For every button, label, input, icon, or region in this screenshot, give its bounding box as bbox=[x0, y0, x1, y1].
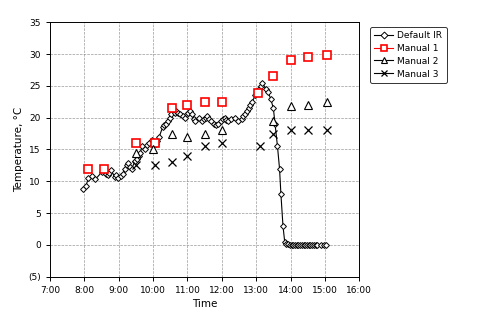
Manual 3 bbox=[305, 128, 311, 132]
X-axis label: Time: Time bbox=[192, 299, 217, 309]
Manual 1 bbox=[270, 74, 276, 78]
Line: Manual 1: Manual 1 bbox=[84, 52, 330, 172]
Manual 2 bbox=[150, 148, 156, 151]
Line: Manual 3: Manual 3 bbox=[132, 127, 330, 169]
Default IR bbox=[323, 243, 329, 247]
Manual 3 bbox=[270, 132, 276, 135]
Default IR bbox=[288, 243, 294, 247]
Manual 2 bbox=[219, 128, 225, 132]
Manual 1 bbox=[202, 100, 208, 104]
Manual 3 bbox=[219, 141, 225, 145]
Manual 2 bbox=[202, 132, 208, 135]
Manual 1 bbox=[287, 59, 293, 62]
Manual 1 bbox=[169, 106, 175, 110]
Default IR bbox=[165, 119, 171, 123]
Manual 2 bbox=[133, 151, 139, 155]
Manual 3 bbox=[185, 154, 191, 158]
Manual 2 bbox=[270, 119, 276, 123]
Manual 1 bbox=[305, 55, 311, 59]
Manual 2 bbox=[169, 132, 175, 135]
Default IR bbox=[92, 177, 98, 181]
Manual 1 bbox=[255, 92, 261, 95]
Manual 3 bbox=[324, 128, 330, 132]
Y-axis label: Temperature, °C: Temperature, °C bbox=[14, 107, 24, 192]
Default IR bbox=[309, 243, 315, 247]
Manual 3 bbox=[133, 163, 139, 167]
Manual 2 bbox=[287, 104, 293, 108]
Manual 3 bbox=[169, 160, 175, 164]
Manual 1 bbox=[219, 100, 225, 104]
Manual 1 bbox=[101, 167, 107, 170]
Manual 2 bbox=[185, 135, 191, 139]
Manual 1 bbox=[85, 167, 91, 170]
Line: Manual 2: Manual 2 bbox=[132, 98, 330, 156]
Manual 2 bbox=[324, 100, 330, 104]
Line: Default IR: Default IR bbox=[80, 80, 328, 247]
Manual 3 bbox=[152, 163, 158, 167]
Manual 1 bbox=[185, 103, 191, 107]
Legend: Default IR, Manual 1, Manual 2, Manual 3: Default IR, Manual 1, Manual 2, Manual 3 bbox=[370, 27, 447, 83]
Manual 3 bbox=[202, 144, 208, 148]
Manual 2 bbox=[305, 103, 311, 107]
Default IR bbox=[89, 174, 95, 178]
Default IR bbox=[272, 122, 278, 126]
Default IR bbox=[290, 243, 296, 247]
Default IR bbox=[79, 187, 85, 191]
Manual 1 bbox=[152, 141, 158, 145]
Default IR bbox=[259, 81, 265, 85]
Manual 1 bbox=[324, 53, 330, 57]
Manual 1 bbox=[133, 141, 139, 145]
Manual 3 bbox=[287, 128, 293, 132]
Manual 3 bbox=[256, 144, 262, 148]
